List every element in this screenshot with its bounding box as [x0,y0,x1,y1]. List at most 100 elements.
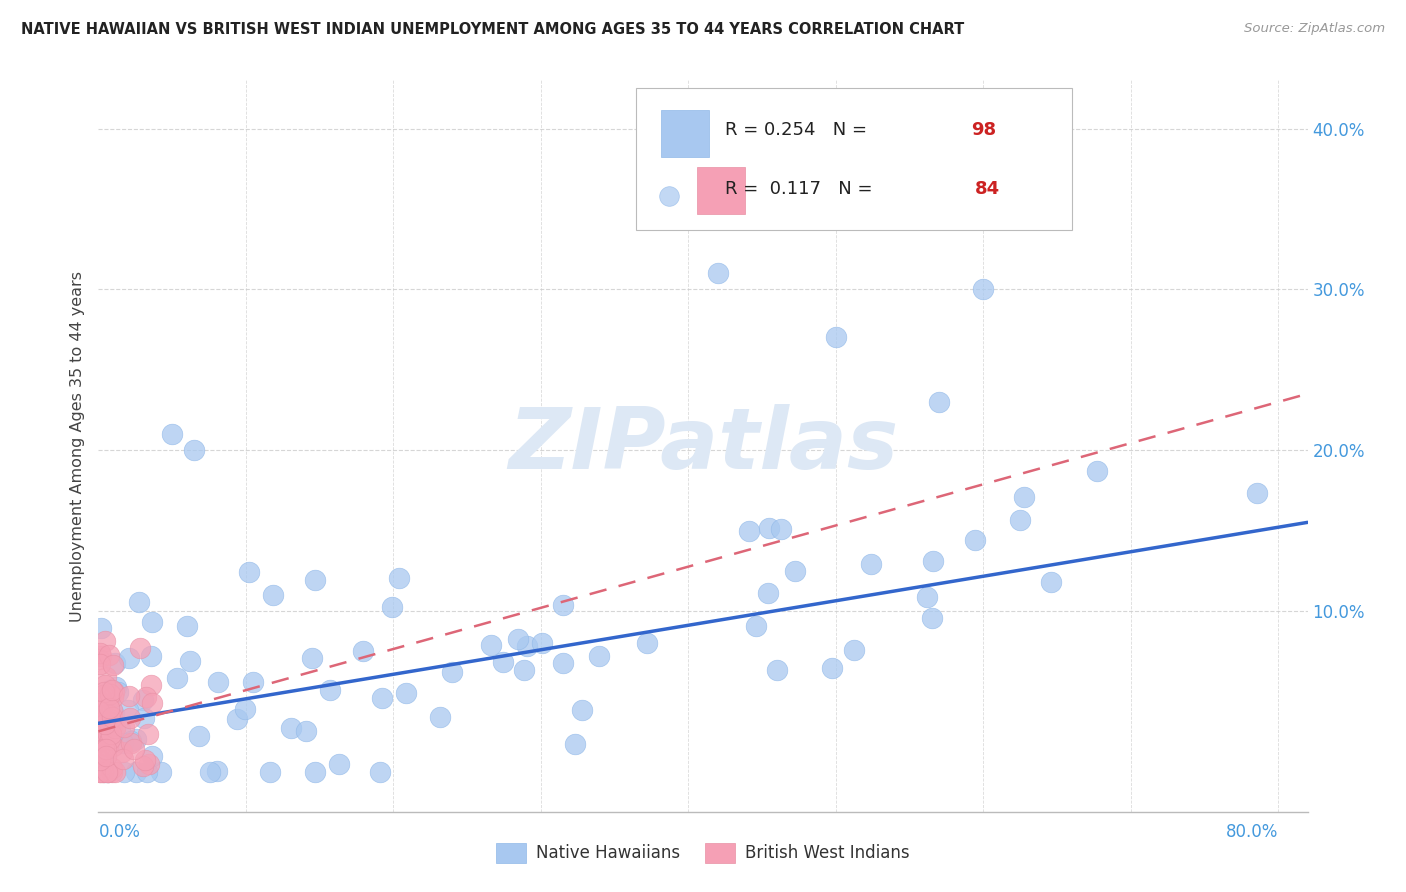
Point [972,282,994,296]
Point [101,719,124,733]
Point [91,762,114,776]
Point [150,764,173,779]
Point [122,742,145,756]
Point [479,638,502,652]
Point [87,652,110,666]
Point [304,573,326,587]
Point [128,595,150,609]
Point [89,709,111,723]
Point [844,642,866,657]
Point [94,690,117,704]
Point [179,654,201,668]
Point [93,764,115,779]
Point [706,266,728,280]
Point [96,670,118,684]
Point [96,742,118,756]
Point [89,764,111,779]
Point [111,745,134,759]
Point [492,655,515,669]
Point [87,704,110,718]
Point [371,690,394,705]
Point [394,686,416,700]
Point [141,696,163,710]
Point [758,521,780,535]
Point [93,720,115,734]
Point [111,736,134,750]
Point [93,724,115,739]
Point [120,733,142,747]
Point [766,663,789,677]
Point [93,685,115,699]
Point [91,744,114,758]
Point [94,634,117,648]
Point [104,722,127,736]
Point [90,621,112,635]
Point [90,649,112,664]
Point [94,750,117,764]
Point [101,764,124,779]
Point [90,700,112,714]
Point [141,749,163,764]
Point [101,658,124,673]
Point [139,678,162,692]
Point [183,443,205,458]
Point [101,703,124,717]
Point [89,753,111,767]
Point [89,657,111,672]
Point [516,640,538,654]
Point [295,724,318,739]
Point [103,706,125,721]
FancyBboxPatch shape [697,167,745,214]
Point [138,756,160,771]
Text: R = 0.254   N =: R = 0.254 N = [724,121,873,139]
Point [103,739,125,753]
Point [100,682,122,697]
Text: 98: 98 [972,121,997,139]
Point [91,692,114,706]
Point [94,717,117,731]
Point [90,749,112,764]
Point [108,723,131,737]
Point [571,703,593,717]
Point [96,764,118,779]
Point [87,743,110,757]
Point [89,760,111,774]
Point [87,728,110,742]
Point [328,757,350,772]
Point [132,711,155,725]
Point [100,727,122,741]
Point [139,648,162,663]
Point [440,665,463,679]
Point [98,648,121,662]
Point [103,684,125,698]
Point [917,590,939,604]
Point [87,689,110,703]
Point [89,723,111,738]
Point [368,764,391,779]
Point [97,764,120,779]
FancyBboxPatch shape [637,87,1071,230]
Point [112,764,135,779]
Point [91,688,114,702]
Text: R =  0.117   N =: R = 0.117 N = [724,179,877,197]
Point [200,764,222,779]
Point [101,710,124,724]
Point [301,650,323,665]
Point [188,729,211,743]
Text: ZIPatlas: ZIPatlas [508,404,898,488]
Point [141,615,163,629]
Point [89,734,111,748]
Point [98,683,121,698]
Point [238,565,260,579]
Point [94,764,117,779]
Y-axis label: Unemployment Among Ages 35 to 44 years: Unemployment Among Ages 35 to 44 years [69,270,84,622]
Point [90,729,112,743]
Point [118,690,141,704]
Point [101,760,124,774]
Point [132,759,155,773]
Point [205,764,228,779]
Point [97,715,120,730]
Point [1008,513,1031,527]
Text: NATIVE HAWAIIAN VS BRITISH WEST INDIAN UNEMPLOYMENT AMONG AGES 35 TO 44 YEARS CO: NATIVE HAWAIIAN VS BRITISH WEST INDIAN U… [21,22,965,37]
Point [259,764,281,779]
